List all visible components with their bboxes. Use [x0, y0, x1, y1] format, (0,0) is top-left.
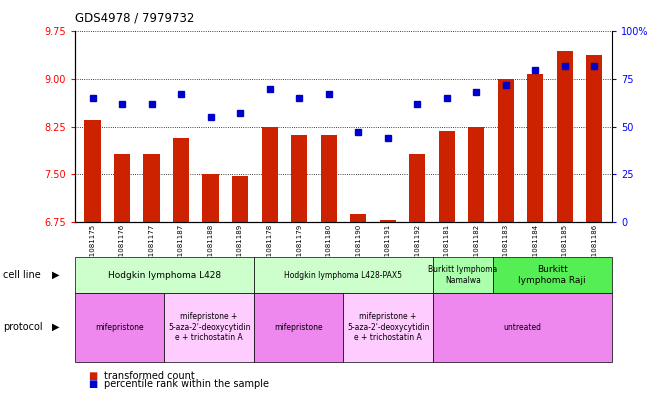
Text: protocol: protocol [3, 322, 43, 332]
Text: ■: ■ [88, 371, 97, 381]
Text: mifepristone +
5-aza-2'-deoxycytidin
e + trichostatin A: mifepristone + 5-aza-2'-deoxycytidin e +… [347, 312, 430, 342]
Bar [439, 131, 455, 222]
Bar [114, 154, 130, 222]
Bar [320, 135, 337, 222]
Text: cell line: cell line [3, 270, 41, 280]
Bar [262, 127, 278, 222]
Bar [173, 138, 189, 222]
Text: ▶: ▶ [51, 270, 59, 280]
Text: GDS4978 / 7979732: GDS4978 / 7979732 [75, 12, 194, 25]
Text: ■: ■ [88, 379, 97, 389]
Bar [497, 79, 514, 222]
Text: Hodgkin lymphoma L428-PAX5: Hodgkin lymphoma L428-PAX5 [284, 271, 402, 279]
Bar [291, 135, 307, 222]
Text: mifepristone: mifepristone [95, 323, 144, 332]
Text: ▶: ▶ [51, 322, 59, 332]
Bar [468, 127, 484, 222]
Text: untreated: untreated [503, 323, 542, 332]
Bar [143, 154, 159, 222]
Text: percentile rank within the sample: percentile rank within the sample [104, 379, 269, 389]
Bar [557, 51, 573, 222]
Bar [85, 120, 101, 222]
Text: mifepristone: mifepristone [274, 323, 323, 332]
Bar [232, 176, 248, 222]
Bar [409, 154, 425, 222]
Bar [380, 220, 396, 222]
Text: Burkitt
lymphoma Raji: Burkitt lymphoma Raji [518, 265, 586, 285]
Text: Burkitt lymphoma
Namalwa: Burkitt lymphoma Namalwa [428, 265, 497, 285]
Bar [202, 174, 219, 222]
Bar [586, 55, 602, 222]
Text: mifepristone +
5-aza-2'-deoxycytidin
e + trichostatin A: mifepristone + 5-aza-2'-deoxycytidin e +… [168, 312, 251, 342]
Text: Hodgkin lymphoma L428: Hodgkin lymphoma L428 [108, 271, 221, 279]
Text: transformed count: transformed count [104, 371, 195, 381]
Bar [350, 214, 367, 222]
Bar [527, 74, 544, 222]
